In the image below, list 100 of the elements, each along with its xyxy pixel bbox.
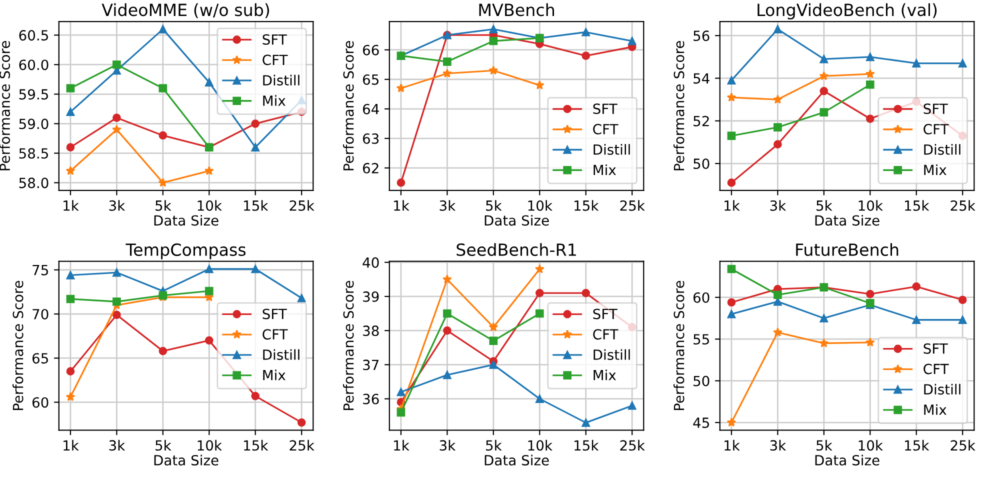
x-tick-label: 15k	[574, 440, 599, 451]
x-tick-label: 25k	[950, 440, 976, 451]
x-tick-label: 3k	[770, 440, 786, 451]
legend-label: Mix	[594, 164, 616, 175]
x-tick-label: 15k	[244, 200, 268, 211]
y-axis-title: Performance Score	[674, 280, 684, 410]
y-tick-label: 56	[694, 30, 710, 42]
x-tick-label: 1k	[724, 200, 740, 211]
y-tick-label: 62	[362, 162, 378, 174]
legend-label: Distill	[594, 144, 630, 155]
legend-label: Mix	[263, 95, 286, 106]
chart-title: VideoMME (w/o sub)	[102, 3, 270, 18]
x-tick-label: 3k	[109, 440, 126, 451]
y-tick-label: 60.5	[19, 30, 48, 41]
chart-title: LongVideoBench (val)	[758, 3, 937, 20]
x-tick-label: 1k	[64, 200, 79, 211]
y-tick-label: 45	[693, 418, 709, 428]
x-axis-title: Data Size	[815, 214, 880, 226]
x-axis-title: Data Size	[154, 214, 218, 226]
x-tick-label: 5k	[816, 440, 832, 451]
legend-label: CFT	[593, 329, 618, 340]
x-tick-label: 3k	[109, 200, 126, 211]
y-tick-label: 64	[362, 104, 379, 114]
legend-label: SFT	[924, 104, 948, 114]
chart-title: SeedBench-R1	[456, 243, 576, 256]
chart-title: FutureBench	[796, 243, 898, 256]
y-tick-label: 54	[694, 73, 710, 84]
legend-label: Mix	[924, 404, 946, 415]
y-axis-title: Performance Score	[343, 41, 354, 170]
x-tick-label: 25k	[290, 440, 314, 451]
y-tick-label: 55	[694, 334, 709, 345]
x-tick-label: 10k	[198, 200, 222, 211]
legend-label: CFT	[924, 124, 949, 134]
legend-label: SFT	[593, 308, 618, 320]
legend-label: Distill	[924, 384, 960, 395]
y-tick-label: 66	[362, 44, 379, 56]
y-tick-label: 75	[32, 265, 48, 276]
legend-label: Distill	[263, 349, 300, 360]
x-tick-label: 1k	[394, 440, 410, 450]
x-tick-label: 25k	[620, 440, 645, 451]
x-tick-label: 5k	[486, 200, 502, 211]
y-tick-label: 52	[694, 116, 709, 126]
x-tick-label: 3k	[770, 200, 786, 211]
x-tick-label: 15k	[905, 200, 930, 211]
legend-label: CFT	[924, 364, 949, 374]
y-tick-label: 39	[363, 291, 379, 302]
x-tick-label: 25k	[290, 200, 314, 211]
y-tick-label: 59.0	[19, 118, 48, 130]
x-tick-label: 10k	[198, 440, 222, 451]
y-tick-label: 58.0	[19, 178, 48, 188]
x-tick-label: 15k	[905, 440, 930, 451]
y-axis-title: Performance Score	[12, 280, 24, 410]
x-tick-label: 10k	[528, 440, 552, 451]
legend-label: CFT	[262, 54, 288, 66]
x-tick-label: 1k	[394, 200, 410, 211]
legend-label: Distill	[924, 144, 960, 155]
y-tick-label: 38	[363, 326, 379, 336]
chart-title: TempCompass	[126, 243, 246, 260]
x-tick-label: 5k	[156, 200, 172, 211]
legend-label: SFT	[924, 343, 948, 354]
y-tick-label: 36	[363, 394, 379, 404]
x-tick-label: 15k	[244, 440, 268, 451]
y-tick-label: 65	[362, 74, 378, 85]
y-tick-label: 60	[32, 397, 48, 408]
y-tick-label: 37	[363, 360, 379, 370]
chart-title: MVBench	[479, 3, 554, 16]
y-tick-label: 40	[362, 257, 379, 268]
x-axis-title: Data Size	[484, 454, 549, 466]
legend-label: Distill	[594, 349, 630, 360]
y-tick-label: 60	[693, 292, 710, 303]
x-tick-label: 3k	[440, 440, 456, 451]
legend-label: Mix	[594, 370, 616, 380]
x-tick-label: 5k	[486, 440, 502, 451]
y-tick-label: 65	[32, 353, 48, 364]
x-axis-title: Data Size	[484, 214, 549, 226]
x-tick-label: 10k	[528, 200, 552, 211]
legend-label: Mix	[924, 164, 946, 175]
y-axis-title: Performance Score	[674, 41, 684, 170]
legend-label: SFT	[262, 34, 287, 45]
x-tick-label: 25k	[620, 200, 645, 211]
x-tick-label: 15k	[574, 200, 599, 211]
legend-label: SFT	[262, 308, 287, 320]
x-axis-title: Data Size	[815, 454, 880, 466]
legend-label: CFT	[593, 124, 618, 134]
x-tick-label: 5k	[816, 200, 832, 211]
x-tick-label: 5k	[156, 440, 172, 451]
x-tick-label: 10k	[858, 440, 883, 451]
x-axis-title: Data Size	[154, 454, 218, 466]
y-tick-label: 63	[362, 133, 379, 144]
x-tick-label: 25k	[950, 200, 976, 211]
y-tick-label: 70	[32, 308, 48, 320]
x-tick-label: 10k	[858, 200, 883, 211]
legend-label: Distill	[263, 74, 300, 86]
y-tick-label: 50	[694, 158, 710, 169]
y-axis-title: Performance Score	[343, 280, 354, 410]
legend-label: Mix	[263, 370, 286, 380]
x-tick-label: 1k	[64, 440, 79, 450]
legend-label: CFT	[262, 329, 288, 340]
y-tick-label: 50	[694, 376, 710, 386]
y-tick-label: 60.0	[19, 60, 48, 70]
